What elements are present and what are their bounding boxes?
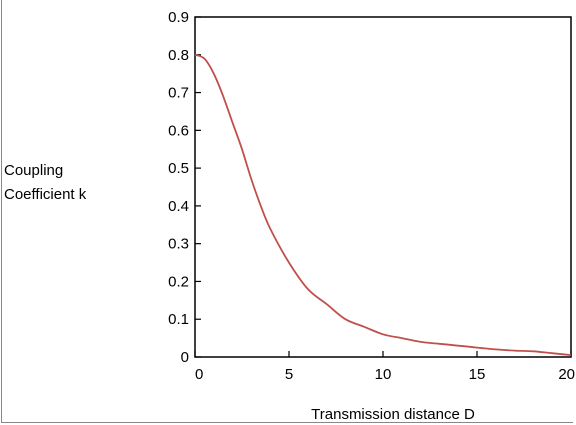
plot-area bbox=[194, 16, 572, 358]
y-tick-label: 0.4 bbox=[168, 198, 189, 215]
x-axis-ticks: 0 5 10 15 20 bbox=[194, 351, 575, 383]
y-tick-label: 0.5 bbox=[168, 160, 189, 177]
y-axis-label-line-2: Coefficient k bbox=[4, 186, 87, 203]
y-tick-label: 0.2 bbox=[168, 273, 189, 290]
y-axis-label-line-1: Coupling bbox=[4, 162, 63, 179]
plot-border bbox=[194, 16, 572, 358]
x-tick-label: 10 bbox=[375, 366, 392, 383]
y-tick-label: 0.7 bbox=[168, 85, 189, 102]
x-tick-label: 20 bbox=[558, 366, 575, 383]
x-axis-label: Transmission distance D bbox=[311, 406, 475, 423]
series-group bbox=[194, 53, 572, 356]
series-line-0 bbox=[194, 53, 572, 356]
y-tick-label: 0.9 bbox=[168, 9, 189, 26]
y-tick-label: 0.3 bbox=[168, 236, 189, 253]
x-tick-label: 5 bbox=[285, 366, 293, 383]
y-tick-label: 0.8 bbox=[168, 47, 189, 64]
y-tick-label: 0.6 bbox=[168, 122, 189, 139]
y-tick-label: 0.1 bbox=[168, 311, 189, 328]
y-tick-label: 0 bbox=[181, 349, 189, 366]
x-tick-label: 15 bbox=[469, 366, 486, 383]
y-axis-ticks: 0 0.1 0.2 0.3 0.4 0.5 0.6 0.7 0.8 0.9 bbox=[168, 9, 201, 366]
x-tick-label: 0 bbox=[195, 366, 203, 383]
